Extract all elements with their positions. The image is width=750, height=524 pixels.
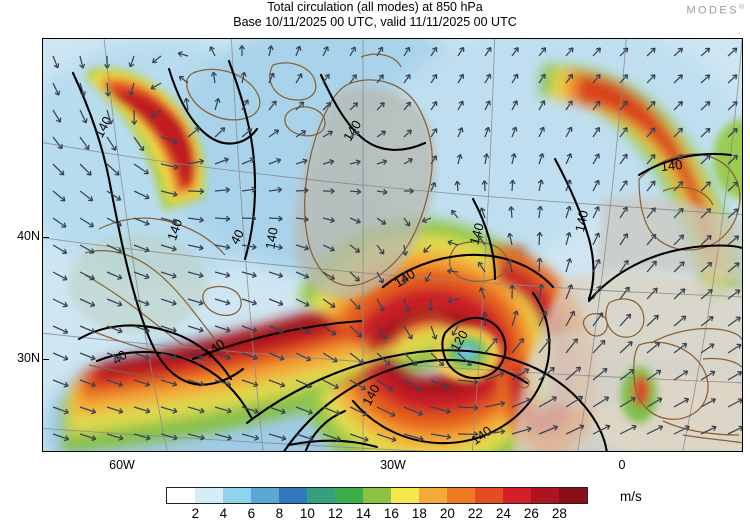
contour-label: 140 <box>572 209 591 233</box>
colorbar-tick: 12 <box>327 506 343 521</box>
xtick-label-60w: 60W <box>109 458 135 472</box>
contour-label: 140 <box>164 217 185 242</box>
colorbar-unit-label: m/s <box>620 489 642 504</box>
colorbar-swatch <box>531 488 559 503</box>
colorbar-swatch <box>447 488 475 503</box>
contour-label: 40 <box>227 227 247 247</box>
registered-mark: ® <box>738 4 744 11</box>
ytick-label-30n: 30N <box>17 351 40 365</box>
colorbar-swatch <box>335 488 363 503</box>
colorbar-swatch <box>503 488 531 503</box>
colorbar-swatch <box>363 488 391 503</box>
colorbar-swatch <box>167 488 195 503</box>
colorbar-tick: 4 <box>219 506 228 521</box>
brand-text: MODES <box>686 4 739 17</box>
chart-title-block: Total circulation (all modes) at 850 hPa… <box>0 0 750 30</box>
colorbar-tick: 6 <box>247 506 256 521</box>
colorbar-tick: 8 <box>275 506 284 521</box>
colorbar-tick: 28 <box>551 506 567 521</box>
colorbar-swatches <box>166 487 588 504</box>
colorbar-tick: 16 <box>383 506 399 521</box>
colorbar-tick: 20 <box>439 506 455 521</box>
colorbar-tick: 24 <box>495 506 511 521</box>
xtick-label-30w: 30W <box>380 458 406 472</box>
ytick-label-40n: 40N <box>17 229 40 243</box>
colorbar-swatch <box>279 488 307 503</box>
colorbar-tick-labels: 2 4 6 8 10 12 14 16 18 20 22 24 26 28 <box>166 504 590 524</box>
colorbar-tick: 26 <box>523 506 539 521</box>
colorbar-tick: 22 <box>467 506 483 521</box>
modes-logo: MODES® <box>686 4 744 17</box>
colorbar-swatch <box>307 488 335 503</box>
colorbar-swatch <box>419 488 447 503</box>
map-plot-area[interactable]: 140 140 40 140 140 140 140 140 140 140 1… <box>42 38 743 452</box>
wind-vector-field <box>52 45 742 443</box>
colorbar-tick: 14 <box>355 506 371 521</box>
colorbar[interactable]: 2 4 6 8 10 12 14 16 18 20 22 24 26 28 <box>166 487 590 524</box>
colorbar-tick: 18 <box>411 506 427 521</box>
ytick-mark <box>42 237 49 239</box>
colorbar-tick: 2 <box>191 506 200 521</box>
contour-label: 140 <box>262 226 281 250</box>
xtick-label-0: 0 <box>618 458 626 472</box>
coastlines <box>84 53 742 444</box>
colorbar-tick: 10 <box>299 506 315 521</box>
colorbar-swatch <box>195 488 223 503</box>
colorbar-swatch <box>223 488 251 503</box>
colorbar-swatch <box>559 488 587 503</box>
wind-speed-shading <box>43 39 742 451</box>
colorbar-swatch <box>251 488 279 503</box>
weather-map-svg: 140 140 40 140 140 140 140 140 140 140 1… <box>43 39 742 451</box>
ytick-mark <box>42 359 49 361</box>
chart-title: Total circulation (all modes) at 850 hPa <box>267 0 483 14</box>
colorbar-swatch <box>391 488 419 503</box>
chart-subtitle: Base 10/11/2025 00 UTC, valid 11/11/2025… <box>233 15 517 29</box>
colorbar-swatch <box>475 488 503 503</box>
contour-label: 140 <box>660 157 683 174</box>
